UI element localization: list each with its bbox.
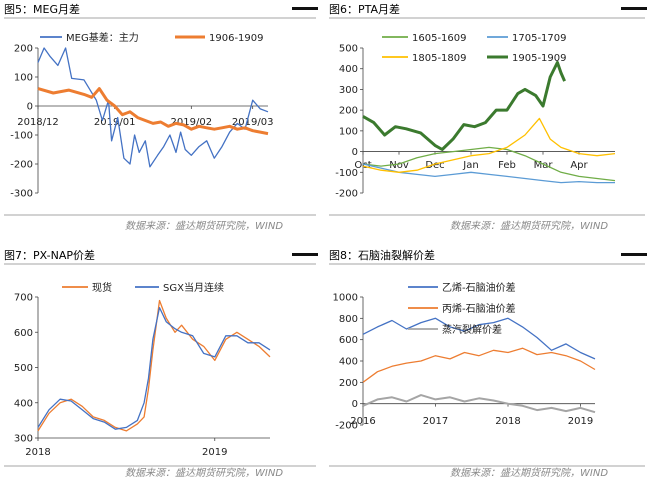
y-tick-label: 600 (339, 335, 358, 346)
legend-label: 1605-1609 (412, 33, 467, 44)
legend-label: 蒸汽裂解价差 (442, 323, 502, 336)
x-tick-label: 2016 (350, 416, 375, 427)
x-tick-label: Feb (498, 160, 516, 171)
chart-title: 图8：石脑油裂解价差 (329, 248, 435, 262)
y-tick-label: 100 (339, 126, 358, 137)
series-line-2 (37, 306, 271, 430)
x-tick-label: 2017 (423, 416, 448, 427)
x-tick-label: 2019 (568, 416, 593, 427)
x-tick-label: 2019/02 (171, 117, 213, 128)
y-tick-label: 200 (339, 378, 358, 389)
series-line-1 (362, 146, 616, 182)
series-line-1 (37, 47, 269, 168)
legend-label: 现货 (92, 281, 112, 294)
legend-label: 1705-1709 (512, 33, 567, 44)
series-line-1 (362, 317, 596, 360)
y-tick-label: 200 (14, 44, 33, 55)
series-line-2 (362, 347, 596, 383)
x-tick-label: 2019/01 (94, 117, 136, 128)
legend-label: 1805-1809 (412, 53, 467, 64)
chart-title: 图6：PTA月差 (329, 2, 400, 16)
y-tick-label: 0 (352, 147, 358, 158)
x-tick-label: 2019/03 (232, 117, 274, 128)
x-tick-label: 2018 (25, 447, 50, 458)
series-line-2 (37, 87, 269, 136)
source-note: 数据来源：盛达期货研究院，WIND (125, 467, 283, 479)
legend-label: 1906-1909 (209, 33, 264, 44)
source-note: 数据来源：盛达期货研究院，WIND (450, 220, 608, 232)
y-tick-label: 100 (14, 73, 33, 84)
x-tick-label: Nov (389, 160, 409, 171)
x-tick-label: Oct (354, 160, 371, 171)
title-bar (621, 7, 647, 10)
y-tick-label: 1000 (333, 293, 358, 304)
chart-title: 图5：MEG月差 (4, 2, 80, 16)
x-tick-label: Jan (462, 160, 478, 171)
y-tick-label: 400 (14, 398, 33, 409)
x-tick-label: Dec (425, 160, 444, 171)
series-line-1 (37, 299, 271, 432)
y-tick-label: -300 (10, 189, 33, 200)
legend-label: 丙烯-石脑油价差 (442, 302, 516, 315)
x-tick-label: Mar (534, 160, 554, 171)
chart-panel-8: 图8：石脑油裂解价差 -200 0 200 400 600 800 1000 2016 2017 2… (329, 248, 647, 479)
y-tick-label: 700 (14, 293, 33, 304)
y-tick-label: -100 (10, 131, 33, 142)
y-tick-label: 600 (14, 328, 33, 339)
y-tick-label: 200 (339, 106, 358, 117)
x-tick-label: 2019 (202, 447, 227, 458)
title-bar (621, 253, 647, 256)
title-bar (292, 253, 318, 256)
series-line-3 (362, 394, 596, 414)
legend-label: MEG基差：主力 (66, 31, 139, 44)
y-tick-label: 300 (339, 85, 358, 96)
source-note: 数据来源：盛达期货研究院，WIND (450, 467, 608, 479)
y-tick-label: -200 (10, 160, 33, 171)
y-tick-label: 400 (339, 357, 358, 368)
legend-label: 乙烯-石脑油价差 (442, 281, 516, 294)
chart-panel-5: 图5：MEG月差 -300 -200 -100 0 100 200 2018/12 2019/0… (4, 2, 318, 232)
legend-label: SGX当月连续 (163, 281, 224, 294)
y-tick-label: 500 (14, 363, 33, 374)
y-tick-label: -200 (335, 189, 358, 200)
series-line-2 (362, 163, 615, 184)
x-tick-label: 2018 (495, 416, 520, 427)
chart-panel-7: 图7：PX-NAP价差 300 400 500 600 700 2018 2019 现货 SGX当… (4, 248, 318, 479)
series-line-4 (362, 61, 566, 151)
title-bar (292, 7, 318, 10)
x-tick-label: Apr (570, 160, 588, 171)
x-tick-label: 2018/12 (17, 117, 59, 128)
series-line-3 (362, 117, 616, 173)
chart-panel-6: 图6：PTA月差 -200 -100 0 100 200 300 400 500 Oct Nov De… (329, 2, 647, 232)
y-tick-label: -100 (335, 168, 358, 179)
y-tick-label: 500 (339, 44, 358, 55)
y-tick-label: 400 (339, 64, 358, 75)
y-tick-label: 0 (27, 102, 33, 113)
y-tick-label: 300 (14, 434, 33, 445)
legend-label: 1905-1909 (512, 53, 567, 64)
source-note: 数据来源：盛达期货研究院，WIND (125, 220, 283, 232)
y-tick-label: -200 (335, 421, 358, 432)
chart-title: 图7：PX-NAP价差 (4, 248, 95, 262)
y-tick-label: 800 (339, 314, 358, 325)
y-tick-label: 0 (352, 399, 358, 410)
